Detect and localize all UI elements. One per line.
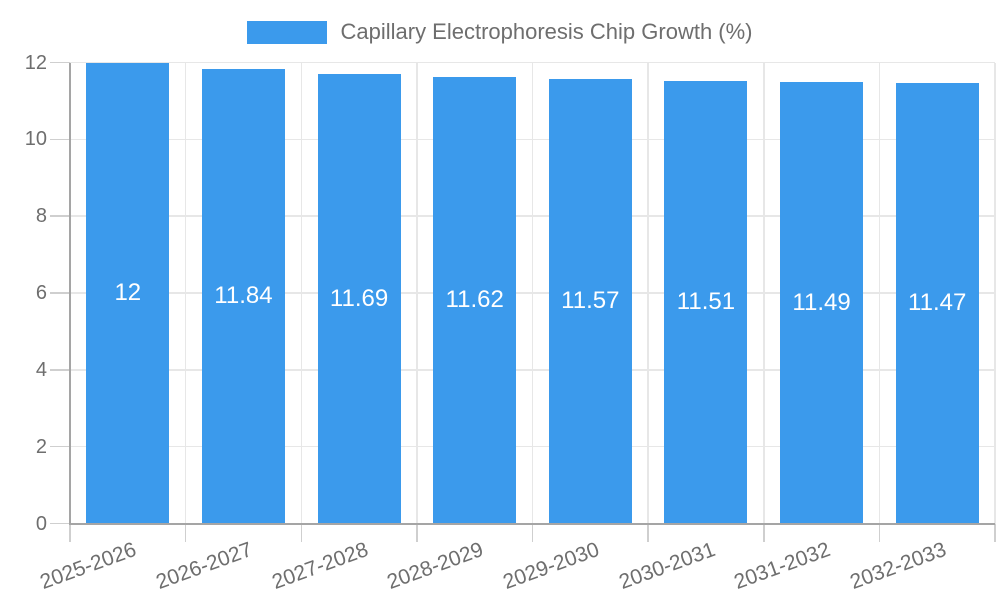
x-tick-label: 2032-2033 bbox=[846, 538, 950, 594]
y-tick-label: 2 bbox=[35, 435, 47, 458]
x-tick-mark bbox=[300, 523, 302, 542]
bar-value-label: 11.84 bbox=[214, 282, 273, 310]
x-tick-mark bbox=[69, 523, 71, 542]
legend-swatch bbox=[247, 20, 328, 44]
x-gridline bbox=[647, 62, 649, 524]
y-tick-mark bbox=[50, 138, 70, 141]
bar-value-label: 11.49 bbox=[792, 288, 851, 316]
x-gridline bbox=[763, 62, 765, 524]
bar-value-label: 11.57 bbox=[561, 287, 620, 315]
y-tick-mark bbox=[50, 215, 70, 217]
bar-value-label: 11.51 bbox=[676, 288, 736, 316]
y-tick-label: 10 bbox=[24, 128, 47, 151]
x-gridline bbox=[300, 62, 302, 524]
bar bbox=[201, 68, 285, 524]
bar-value-label: 11.69 bbox=[329, 284, 389, 312]
y-tick-label: 8 bbox=[35, 205, 47, 228]
y-axis-line bbox=[68, 62, 71, 525]
bar bbox=[548, 79, 632, 524]
bar bbox=[317, 74, 401, 524]
x-tick-mark bbox=[184, 523, 187, 542]
x-gridline bbox=[994, 62, 996, 524]
x-gridline bbox=[416, 62, 418, 524]
y-tick-mark bbox=[50, 61, 70, 64]
x-gridline bbox=[531, 62, 534, 524]
y-tick-label: 0 bbox=[35, 512, 47, 535]
bar bbox=[433, 77, 517, 524]
x-tick-mark bbox=[763, 523, 765, 542]
bar-value-label: 11.47 bbox=[908, 289, 967, 317]
bar bbox=[86, 62, 170, 524]
y-tick-mark bbox=[50, 522, 70, 525]
bar-value-label: 11.62 bbox=[445, 286, 504, 314]
legend-label: Capillary Electrophoresis Chip Growth (%… bbox=[340, 19, 753, 44]
y-tick-label: 4 bbox=[35, 358, 47, 381]
bar bbox=[895, 82, 979, 524]
chart-legend[interactable]: Capillary Electrophoresis Chip Growth (%… bbox=[0, 17, 1000, 47]
x-tick-mark bbox=[994, 523, 996, 542]
bar bbox=[780, 82, 864, 524]
x-gridline bbox=[184, 62, 187, 524]
x-tick-mark bbox=[531, 523, 534, 542]
y-tick-label: 6 bbox=[35, 282, 47, 304]
x-gridline bbox=[878, 62, 881, 524]
x-tick-mark bbox=[416, 523, 418, 542]
y-tick-mark bbox=[50, 445, 70, 448]
x-tick-label-anchor: 2032-2033 bbox=[701, 538, 949, 594]
x-tick-mark bbox=[878, 523, 881, 542]
y-tick-mark bbox=[50, 292, 70, 294]
x-axis-line bbox=[68, 523, 995, 525]
y-tick-label: 12 bbox=[24, 51, 47, 74]
bar-value-label: 12 bbox=[114, 279, 142, 306]
y-tick-mark bbox=[50, 369, 70, 371]
bar bbox=[664, 81, 748, 524]
x-tick-mark bbox=[647, 523, 649, 542]
